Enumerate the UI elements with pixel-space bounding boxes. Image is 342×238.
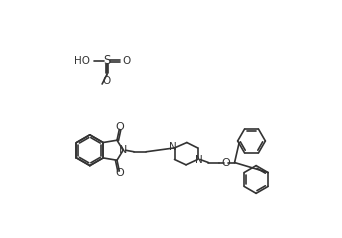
Text: HO: HO: [74, 56, 90, 66]
Text: N: N: [119, 145, 127, 155]
Text: O: O: [115, 168, 124, 178]
Text: O: O: [103, 76, 111, 86]
Text: O: O: [222, 158, 231, 168]
Text: O: O: [122, 56, 130, 66]
Text: N: N: [195, 155, 203, 165]
Text: O: O: [115, 122, 124, 132]
Text: S: S: [103, 55, 110, 67]
Text: N: N: [169, 142, 177, 152]
